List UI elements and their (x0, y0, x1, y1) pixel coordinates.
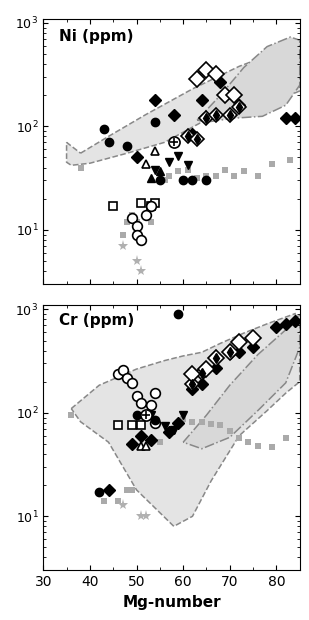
Polygon shape (66, 45, 300, 166)
Polygon shape (183, 314, 300, 449)
Text: Ni (ppm): Ni (ppm) (59, 29, 133, 44)
Polygon shape (71, 314, 300, 526)
Text: Cr (ppm): Cr (ppm) (59, 313, 134, 328)
Polygon shape (197, 37, 300, 122)
X-axis label: Mg-number: Mg-number (122, 595, 221, 610)
